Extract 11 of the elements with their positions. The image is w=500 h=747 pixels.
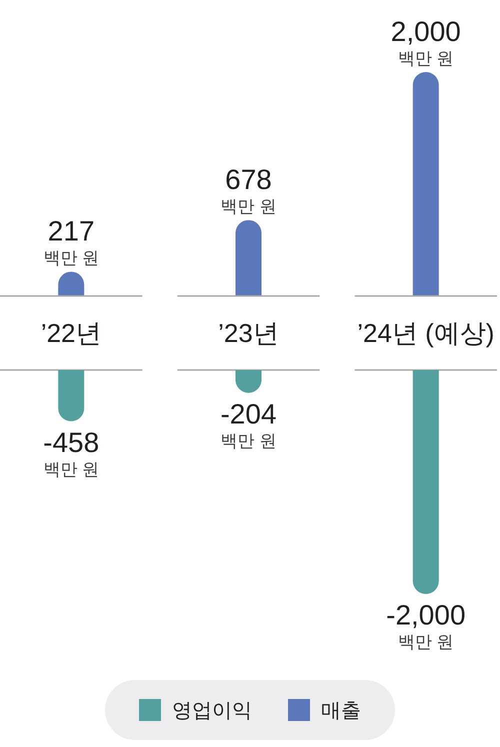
data-label: -2,000 백만 원 bbox=[386, 600, 466, 652]
x-tick-label: ’22년 bbox=[40, 318, 102, 348]
data-label: -458 백만 원 bbox=[43, 427, 100, 480]
legend-label: 영업이익 bbox=[172, 700, 252, 722]
x-tick-label: ’24년 (예상) bbox=[357, 318, 494, 348]
data-label: 2,000 백만 원 bbox=[390, 16, 461, 68]
data-label: 678 백만 원 bbox=[220, 164, 276, 216]
x-tick-label: ’23년 bbox=[218, 318, 279, 348]
data-label: 217 백만 원 bbox=[43, 216, 100, 268]
legend-label: 매출 bbox=[321, 700, 361, 722]
data-label: -204 백만 원 bbox=[220, 398, 277, 451]
